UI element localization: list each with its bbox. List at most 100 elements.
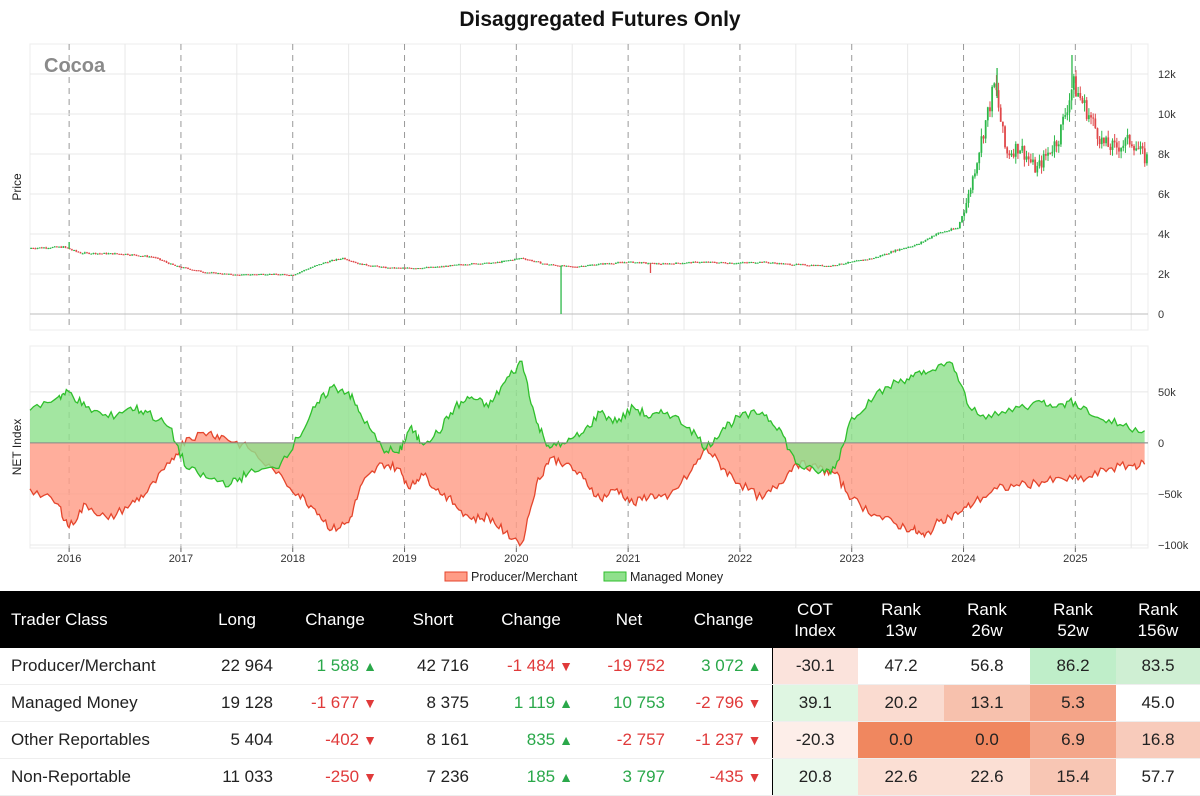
candle-body: [316, 265, 318, 267]
candle-body: [1128, 134, 1131, 145]
candle-body: [339, 259, 342, 261]
candle-body: [421, 268, 424, 270]
up-triangle-icon: ▲: [559, 695, 573, 711]
down-triangle-icon: ▼: [363, 769, 377, 785]
candle-body: [692, 261, 695, 264]
candle-body: [184, 267, 187, 269]
rank-52w: 5.3: [1030, 684, 1116, 722]
commodity-label: Cocoa: [44, 55, 106, 77]
candle-body: [387, 267, 389, 269]
candle-body: [1109, 146, 1112, 150]
candle-body: [961, 216, 963, 223]
candle-body: [604, 263, 607, 265]
candle-body: [576, 266, 579, 268]
candle-body: [389, 267, 392, 269]
candle-body: [251, 274, 254, 276]
candle-body: [1029, 159, 1032, 163]
down-triangle-icon: ▼: [747, 769, 762, 785]
cot-index: -30.1: [771, 648, 858, 685]
candle-body: [129, 254, 131, 256]
candle-body: [481, 263, 484, 265]
candle-body: [200, 270, 202, 272]
candle-body: [488, 262, 490, 264]
x-tick-label: 2021: [616, 553, 640, 565]
candle-body: [53, 246, 56, 248]
candle-body: [623, 262, 626, 264]
candle-body: [223, 273, 226, 275]
candle-body: [225, 273, 228, 275]
candle-body: [354, 262, 357, 264]
candle-body: [120, 253, 123, 255]
candle-body: [30, 247, 32, 249]
candle-body: [157, 257, 159, 259]
candle-body: [974, 173, 976, 177]
net: 3 797: [583, 758, 675, 796]
candle-body: [169, 263, 172, 265]
candle-body: [894, 249, 897, 252]
candle-body: [1038, 160, 1041, 166]
candle-body: [838, 263, 841, 266]
candle-body: [565, 265, 568, 267]
candle-body: [348, 260, 351, 262]
candle-body: [490, 262, 493, 264]
candle-body: [636, 262, 639, 264]
candle-body: [808, 265, 811, 267]
candle-body: [1070, 89, 1073, 101]
candle-body: [513, 258, 516, 261]
candle-body: [485, 262, 488, 264]
candle-body: [1098, 138, 1101, 145]
net-change-value: -1 237: [695, 730, 744, 749]
candle-body: [131, 254, 134, 256]
legend-swatch-producer: [444, 571, 468, 582]
candle-body: [640, 262, 643, 264]
candle-body: [279, 274, 282, 276]
net-change: -2 796 ▼: [675, 684, 772, 722]
candle-body: [419, 268, 422, 270]
candle-body: [380, 266, 383, 268]
candle-body: [1062, 116, 1064, 125]
candle-body: [178, 265, 181, 268]
price-tick-label: 2k: [1158, 269, 1170, 281]
candle-body: [1040, 160, 1043, 168]
candle-body: [1053, 141, 1056, 152]
candle-body: [150, 256, 153, 258]
candle-body: [614, 262, 617, 264]
candle-body: [133, 254, 136, 256]
candle-body: [748, 262, 751, 264]
candle-body: [905, 247, 908, 249]
candle-body: [546, 263, 548, 265]
candle-body: [101, 253, 103, 255]
candle-body: [292, 274, 295, 276]
candle-body: [1143, 148, 1146, 164]
candle-body: [771, 262, 774, 264]
candle-body: [845, 263, 847, 265]
candle-body: [1008, 153, 1011, 156]
candle-body: [991, 86, 994, 112]
candle-body: [167, 262, 170, 264]
candle-body: [825, 265, 828, 267]
long-change-value: -402: [325, 730, 360, 749]
cot-index: -20.3: [771, 721, 858, 759]
candle-body: [260, 273, 263, 275]
cot-table: Trader Class Long Change Short Change Net Chan…: [0, 591, 1200, 796]
candle-body: [872, 258, 875, 260]
candle-body: [344, 257, 346, 260]
candle-body: [399, 267, 402, 269]
candle-body: [716, 262, 718, 264]
candle-body: [862, 259, 865, 261]
candle-body: [625, 262, 628, 264]
candle-body: [494, 262, 497, 264]
candle-body: [227, 273, 230, 275]
candle-body: [511, 259, 514, 261]
candle-body: [982, 136, 985, 139]
table-row: Other Reportables 5 404 -402 ▼ 8 161 835 ▲ -2 7…: [0, 721, 1200, 759]
producer-line: [29, 430, 1146, 547]
candle-body: [436, 266, 439, 268]
rank-156w: 45.0: [1116, 684, 1200, 722]
rank-26w: 0.0: [944, 721, 1030, 759]
rank-52w: 86.2: [1030, 648, 1116, 685]
candle-body: [700, 261, 703, 263]
candle-body: [313, 265, 316, 267]
candle-body: [935, 233, 938, 236]
candle-body: [827, 265, 830, 267]
